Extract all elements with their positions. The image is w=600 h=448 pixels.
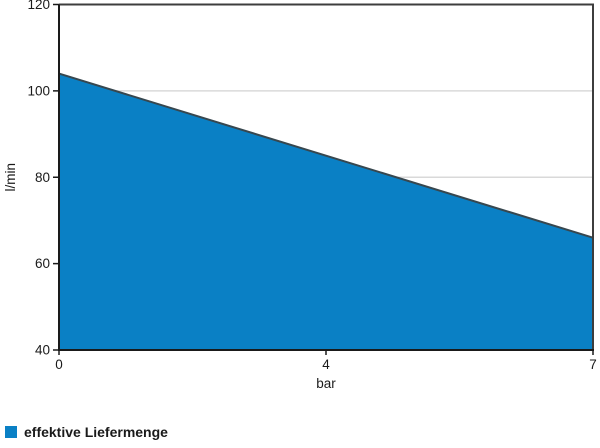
y-axis-title: l/min — [3, 163, 18, 192]
x-tick-label: 0 — [55, 357, 63, 372]
x-tick-label: 4 — [322, 357, 330, 372]
y-tick-label: 80 — [35, 170, 50, 185]
legend-label: effektive Liefermenge — [24, 424, 168, 440]
area-chart: 120 100 80 60 40 0 4 7 bar l/min — [3, 0, 597, 391]
y-tick-label: 100 — [27, 83, 50, 98]
x-tick-label: 7 — [589, 357, 597, 372]
area-series — [59, 73, 593, 350]
x-axis-title: bar — [316, 376, 336, 391]
y-tick-label: 60 — [35, 256, 50, 271]
area-top-line — [58, 72, 594, 239]
y-tick-label: 120 — [27, 0, 50, 12]
y-tick-label: 40 — [35, 343, 50, 358]
legend-swatch — [5, 426, 17, 438]
legend: effektive Liefermenge — [5, 425, 168, 439]
